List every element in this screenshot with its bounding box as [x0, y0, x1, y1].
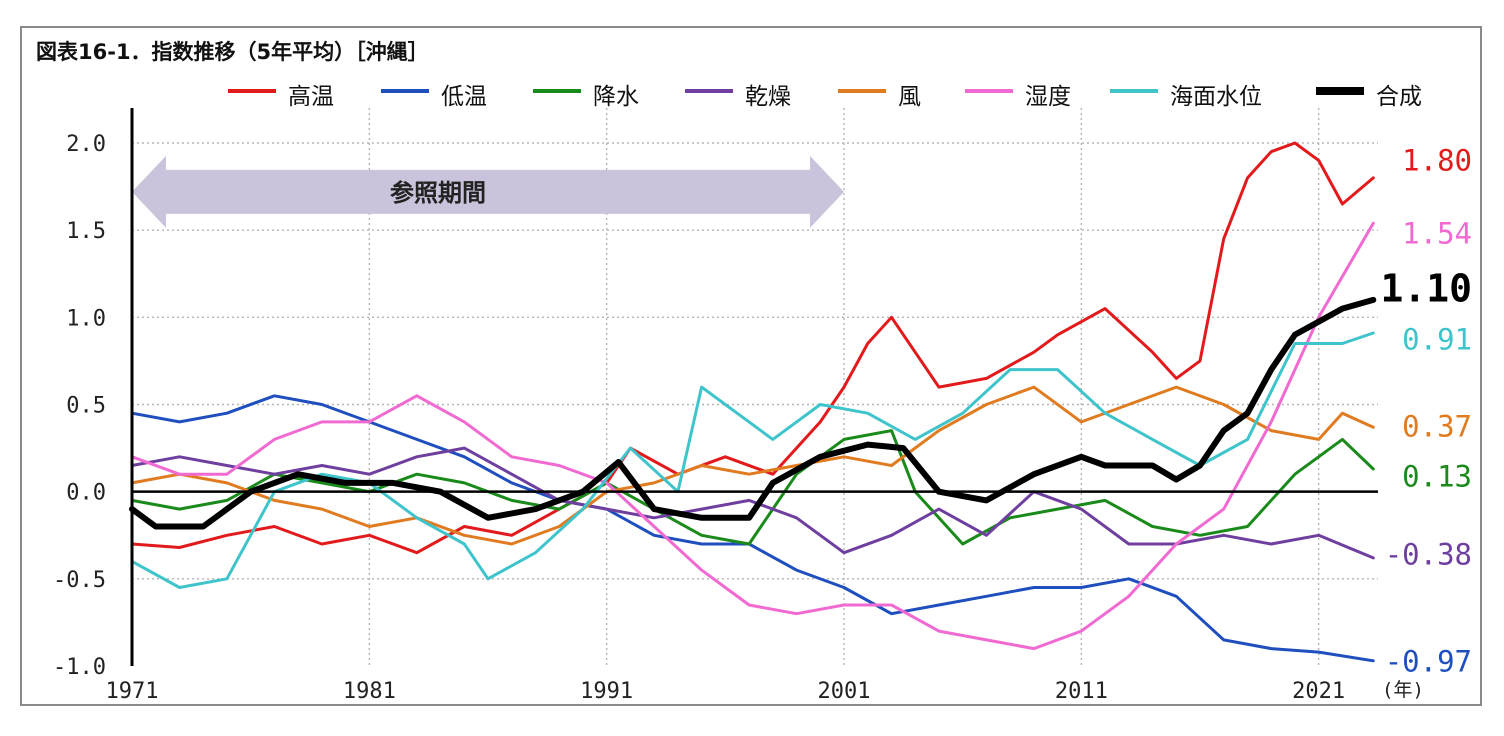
legend-swatch-low-temp: [381, 89, 429, 93]
legend-swatch-sea-level: [1110, 89, 1158, 93]
series-line-1: [130, 394, 1375, 663]
x-axis-unit: (年): [1382, 679, 1424, 701]
legend-label-dryness: 乾燥: [745, 84, 791, 110]
y-tick-label: 1.0: [66, 306, 106, 331]
series-line-4: [130, 385, 1375, 546]
series-line-5: [130, 221, 1375, 651]
legend-label-low-temp: 低温: [441, 84, 487, 110]
end-value-label-7: 1.10: [1380, 267, 1472, 311]
chart-title: 図表16-1．指数推移（5年平均）［沖縄］: [36, 40, 429, 64]
end-value-label-4: 0.37: [1402, 409, 1472, 443]
end-value-label-2: 0.13: [1402, 459, 1472, 493]
end-value-label-6: 0.91: [1402, 322, 1472, 356]
x-tick-label: 1981: [343, 679, 396, 704]
legend-swatch-humidity: [965, 89, 1013, 93]
x-tick-label: 1971: [106, 679, 159, 704]
series-line-0: [130, 141, 1375, 555]
grid-lines: [132, 108, 1378, 666]
chart-frame: [20, 26, 1482, 706]
end-value-label-0: 1.80: [1402, 143, 1472, 177]
y-tick-label: 0.5: [66, 394, 106, 419]
end-value-label-1: -0.97: [1385, 644, 1472, 678]
legend-swatch-composite: [1316, 87, 1364, 95]
legend-label-composite: 合成: [1376, 84, 1422, 110]
x-tick-label: 2001: [818, 679, 871, 704]
end-value-label-3: -0.38: [1385, 537, 1472, 571]
x-tick-label: 2011: [1055, 679, 1108, 704]
legend-label-sea-level: 海面水位: [1170, 84, 1262, 110]
reference-period-arrow: [132, 155, 844, 228]
y-tick-label: -0.5: [53, 568, 106, 593]
y-tick-label: -1.0: [53, 655, 106, 680]
series-line-7: [129, 296, 1377, 530]
series-line-2: [130, 429, 1375, 546]
legend-swatch-precipitation: [533, 89, 581, 93]
x-tick-label: 1991: [580, 679, 633, 704]
legend-label-high-temp: 高温: [288, 84, 334, 110]
y-tick-label: 2.0: [66, 132, 106, 157]
reference-period-annotation: 参照期間: [132, 155, 844, 228]
series-lines: [129, 141, 1377, 663]
reference-period-label: 参照期間: [390, 179, 486, 207]
y-tick-label: 0.0: [66, 481, 106, 506]
legend-swatch-dryness: [685, 89, 733, 93]
series-line-3: [130, 446, 1375, 560]
legend-label-humidity: 湿度: [1025, 84, 1071, 110]
end-value-label-5: 1.54: [1402, 216, 1472, 250]
legend-label-precipitation: 降水: [593, 84, 639, 110]
x-tick-label: 2021: [1292, 679, 1345, 704]
legend-label-wind: 風: [898, 84, 921, 110]
legend-swatch-wind: [838, 89, 886, 93]
legend-swatch-high-temp: [228, 89, 276, 93]
axes: [130, 108, 1378, 666]
y-tick-label: 1.5: [66, 219, 106, 244]
